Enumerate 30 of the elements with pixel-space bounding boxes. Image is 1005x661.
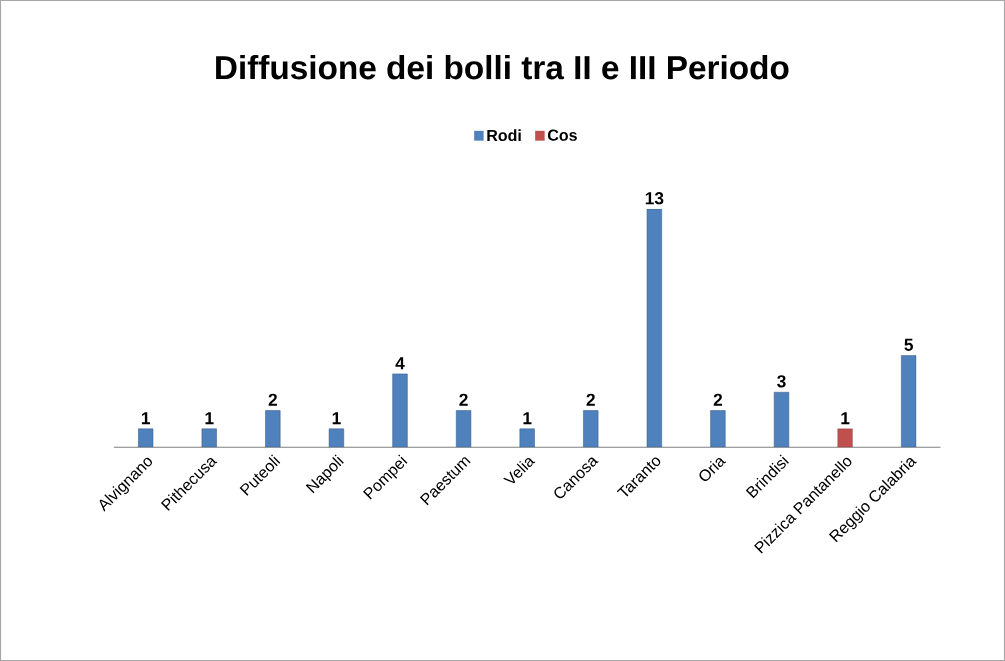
bar <box>201 428 217 448</box>
data-label: 1 <box>332 412 341 425</box>
bar <box>773 391 790 448</box>
bar <box>265 410 281 448</box>
bar <box>455 410 472 448</box>
data-label: 3 <box>777 375 786 388</box>
bar <box>392 373 408 448</box>
chart-title: Diffusione dei bolli tra II e III Periodo <box>216 54 789 80</box>
bar <box>901 355 917 448</box>
data-label: 2 <box>713 393 723 406</box>
x-tick-label: Oria <box>699 457 727 481</box>
legend-label: Rodi <box>487 129 521 142</box>
bar <box>646 208 662 448</box>
x-tick-label: Velia <box>503 457 536 484</box>
bar <box>328 428 345 448</box>
data-label: 1 <box>841 412 850 425</box>
bar <box>138 428 154 448</box>
data-label: 2 <box>268 393 277 406</box>
data-label: 4 <box>395 357 405 370</box>
data-label: 1 <box>523 412 532 425</box>
data-label: 2 <box>586 393 595 406</box>
data-label: 13 <box>645 192 664 205</box>
bar <box>710 410 726 448</box>
data-label: 1 <box>141 412 150 425</box>
data-label: 2 <box>459 393 468 406</box>
bar <box>583 410 599 448</box>
bar <box>519 428 535 448</box>
data-label: 1 <box>205 412 214 425</box>
data-label: 5 <box>904 338 914 351</box>
legend-label: Cos <box>547 129 577 141</box>
